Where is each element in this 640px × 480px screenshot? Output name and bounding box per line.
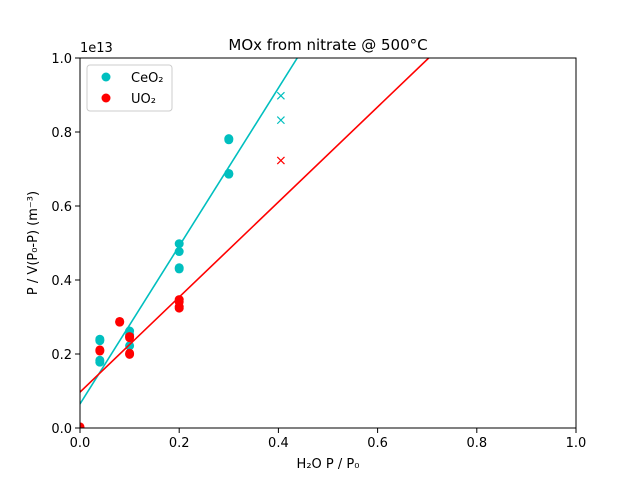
plot-frame [79,57,577,429]
data-point-ceo2 [95,357,105,367]
data-point-uo2 [125,349,135,359]
legend-marker-ceo2 [101,72,111,82]
x-axis-label: H₂O P / P₀ [297,457,360,472]
legend-marker-uo2 [101,93,111,103]
data-point-ceo2 [224,168,234,178]
chart-title: MOx from nitrate @ 500°C [228,36,427,54]
y-tick-label: 0.2 [51,348,72,363]
fit-line-uo2 [80,58,430,393]
excluded-point-ceo2 [276,91,285,100]
data-point-ceo2 [125,341,135,351]
legend-label-ceo2: CeO₂ [131,71,164,86]
x-tick-label: 0.6 [367,436,388,451]
data-point-uo2 [174,303,184,313]
y-tick-label: 0.8 [51,126,72,141]
legend: CeO₂ UO₂ [86,64,173,112]
y-tick-label: 0.6 [51,200,72,215]
y-tick-label: 1.0 [51,52,72,67]
excluded-point-ceo2 [276,116,285,125]
y-offset-label: 1e13 [80,41,113,56]
series-ceo2 [80,58,298,405]
legend-label-uo2: UO₂ [131,92,156,107]
data-point-ceo2 [224,135,234,145]
data-point-ceo2 [174,263,184,273]
x-tick-label: 0.4 [268,436,289,451]
x-tick-label: 0.0 [70,436,91,451]
fit-line-ceo2 [80,58,298,405]
x-tick-label: 0.2 [169,436,190,451]
y-tick-label: 0.0 [51,422,72,437]
x-tick-label: 1.0 [566,436,587,451]
plot-area [80,58,430,428]
data-point-ceo2 [174,239,184,249]
series-uo2 [80,58,430,428]
data-point-ceo2 [174,247,184,257]
data-point-uo2 [115,317,125,327]
y-axis: 0.0 0.2 0.4 0.6 0.8 1.0 [51,52,80,437]
excluded-point-uo2 [276,156,285,165]
x-tick-label: 0.8 [466,436,487,451]
data-point-ceo2 [95,334,105,344]
data-point-uo2 [95,346,105,356]
data-point-uo2 [125,333,135,343]
data-point-uo2 [80,422,85,428]
y-tick-label: 0.4 [51,274,72,289]
y-axis-label: P / V(P₀-P) (m⁻³) [26,191,41,295]
x-axis: 0.0 0.2 0.4 0.6 0.8 1.0 [70,428,587,451]
